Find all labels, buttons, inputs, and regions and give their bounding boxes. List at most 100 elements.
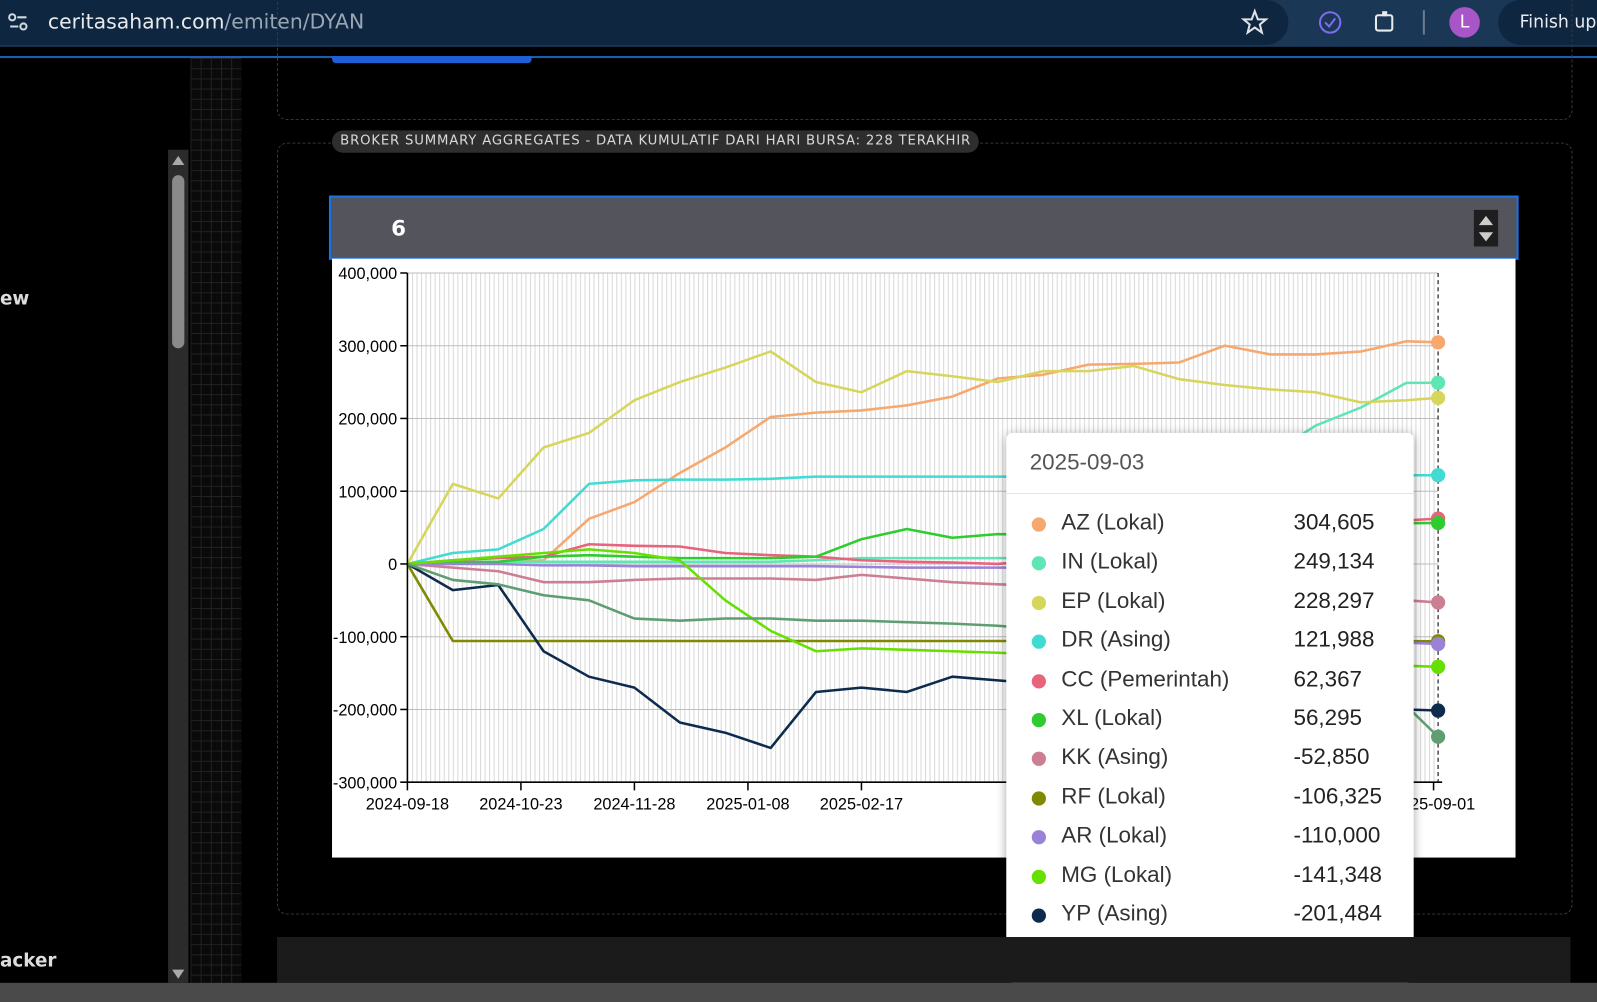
y-tick-label: 300,000 [338,338,397,356]
tooltip-title: 2025-09-03 [1029,449,1145,475]
tooltip-row: IN (Lokal) 249,134 [1006,545,1413,584]
tooltip-value: -141,348 [1293,861,1382,887]
y-tick-label: -100,000 [333,629,397,647]
tooltip-row: CC (Pemerintah) 62,367 [1006,663,1413,702]
tooltip-name: AR (Lokal) [1061,822,1168,848]
hover-point [1430,515,1446,531]
tooltip-row: RF (Lokal) -106,325 [1006,780,1413,819]
url-path: /emiten/DYAN [224,9,365,34]
y-tick-label: 400,000 [338,265,397,283]
tooltip-swatch [1031,634,1046,649]
tooltip-value: -106,325 [1293,783,1382,809]
tooltip-name: AZ (Lokal) [1061,509,1165,535]
avatar[interactable]: L [1449,7,1480,38]
tooltip-value: -201,484 [1293,900,1382,926]
extension-icon[interactable] [1316,8,1345,37]
tooltip-value: 228,297 [1293,587,1375,613]
select-spinner[interactable] [1473,209,1499,247]
tooltip-value: 56,295 [1293,704,1363,731]
tooltip-value: -110,000 [1293,822,1381,848]
bookmark-star[interactable] [1240,8,1270,37]
tooltip-name: MG (Lokal) [1061,861,1173,887]
y-tick-label: -300,000 [333,774,397,792]
tooltip-row: AR (Lokal) -110,000 [1006,819,1413,858]
series-line [406,350,1439,565]
tooltip-row: EP (Lokal) 228,297 [1006,584,1413,623]
tooltip-row: AZ (Lokal) 304,605 [1006,506,1413,545]
tooltip-swatch [1031,869,1046,884]
tooltip-row: XL (Lokal) 56,295 [1006,702,1413,741]
hover-point [1430,636,1446,652]
tooltip-row: YP (Asing) -201,484 [1006,897,1413,936]
tooltip-swatch [1031,556,1046,571]
tooltip-name: CC (Pemerintah) [1061,665,1230,692]
tooltip-swatch [1031,830,1046,845]
button[interactable] [332,56,532,64]
x-tick-label: 2025-02-17 [820,796,903,814]
tooltip-swatch [1031,791,1046,806]
tooltip-value: 121,988 [1293,626,1375,653]
url[interactable]: ceritasaham.com/emiten/DYAN [48,9,364,33]
sidebar-scrollbar[interactable] [168,149,189,983]
tooltip-swatch [1031,673,1046,689]
series-line [407,340,1439,566]
horizontal-scrollbar[interactable] [0,982,1597,1002]
card [277,0,1573,121]
separator [1422,10,1425,35]
y-tick-label: -200,000 [333,702,397,720]
y-tick-label: 100,000 [338,483,397,501]
scrollbar-thumb[interactable] [172,175,185,349]
hover-point [1430,659,1446,674]
address-bar[interactable] [0,0,1289,45]
x-tick-label: 2024-10-23 [479,796,562,814]
tooltip-swatch [1031,595,1046,610]
tooltip-name: KK (Asing) [1061,743,1169,770]
sidebar-item[interactable]: acker [0,950,57,972]
hover-point [1430,375,1446,390]
tooltip-row: DR (Asing) 121,988 [1006,624,1413,663]
hover-point [1430,729,1446,744]
tooltip-value: 304,605 [1293,509,1375,535]
x-tick-label: 2024-11-28 [593,796,675,814]
tooltip-swatch [1031,908,1046,923]
grid-column [190,58,242,983]
select[interactable] [328,195,1519,260]
sidebar-item[interactable]: ew [0,288,30,310]
site-info-icon[interactable] [6,10,30,34]
tooltip-row: MG (Lokal) -141,348 [1006,858,1413,897]
toolbar-divider [0,56,1597,59]
hover-point [1430,335,1446,350]
scroll-arrows [172,155,185,979]
tooltip-name: DR (Asing) [1061,626,1171,653]
y-tick-label: 0 [388,556,397,574]
update-button[interactable]: Finish update [1498,0,1597,45]
tooltip-divider [1006,492,1414,494]
tooltip-name: XL (Lokal) [1061,704,1163,731]
tooltip-name: EP (Lokal) [1061,587,1166,613]
tooltip-row: KK (Asing) -52,850 [1006,741,1413,780]
extensions-button[interactable] [1371,8,1400,37]
x-tick-label: 2024-09-18 [366,796,449,814]
x-tick-label: 2025-01-08 [706,796,789,814]
tooltip-value: 249,134 [1293,548,1375,574]
tooltip-name: YP (Asing) [1061,900,1168,926]
section-title: BROKER SUMMARY AGGREGATES - DATA KUMULAT… [332,130,980,153]
tooltip-name: RF (Lokal) [1061,783,1166,809]
hover-point [1430,390,1446,405]
hover-point [1430,468,1446,483]
hover-point [1430,595,1446,610]
tooltip-value: -52,850 [1293,743,1370,770]
tooltip: 2025-09-03 AZ (Lokal) 304,605 IN (Lokal) 24… [1006,432,1414,983]
card [277,937,1571,983]
tooltip-swatch [1031,517,1046,532]
tooltip-value: 62,367 [1293,665,1363,692]
tooltip-swatch [1031,712,1046,728]
hover-point [1430,703,1446,718]
y-tick-label: 200,000 [338,411,397,429]
select-value: 6 [391,215,406,241]
tooltip-swatch [1031,752,1046,767]
url-host: ceritasaham.com [47,9,225,34]
tooltip-name: IN (Lokal) [1061,548,1159,574]
